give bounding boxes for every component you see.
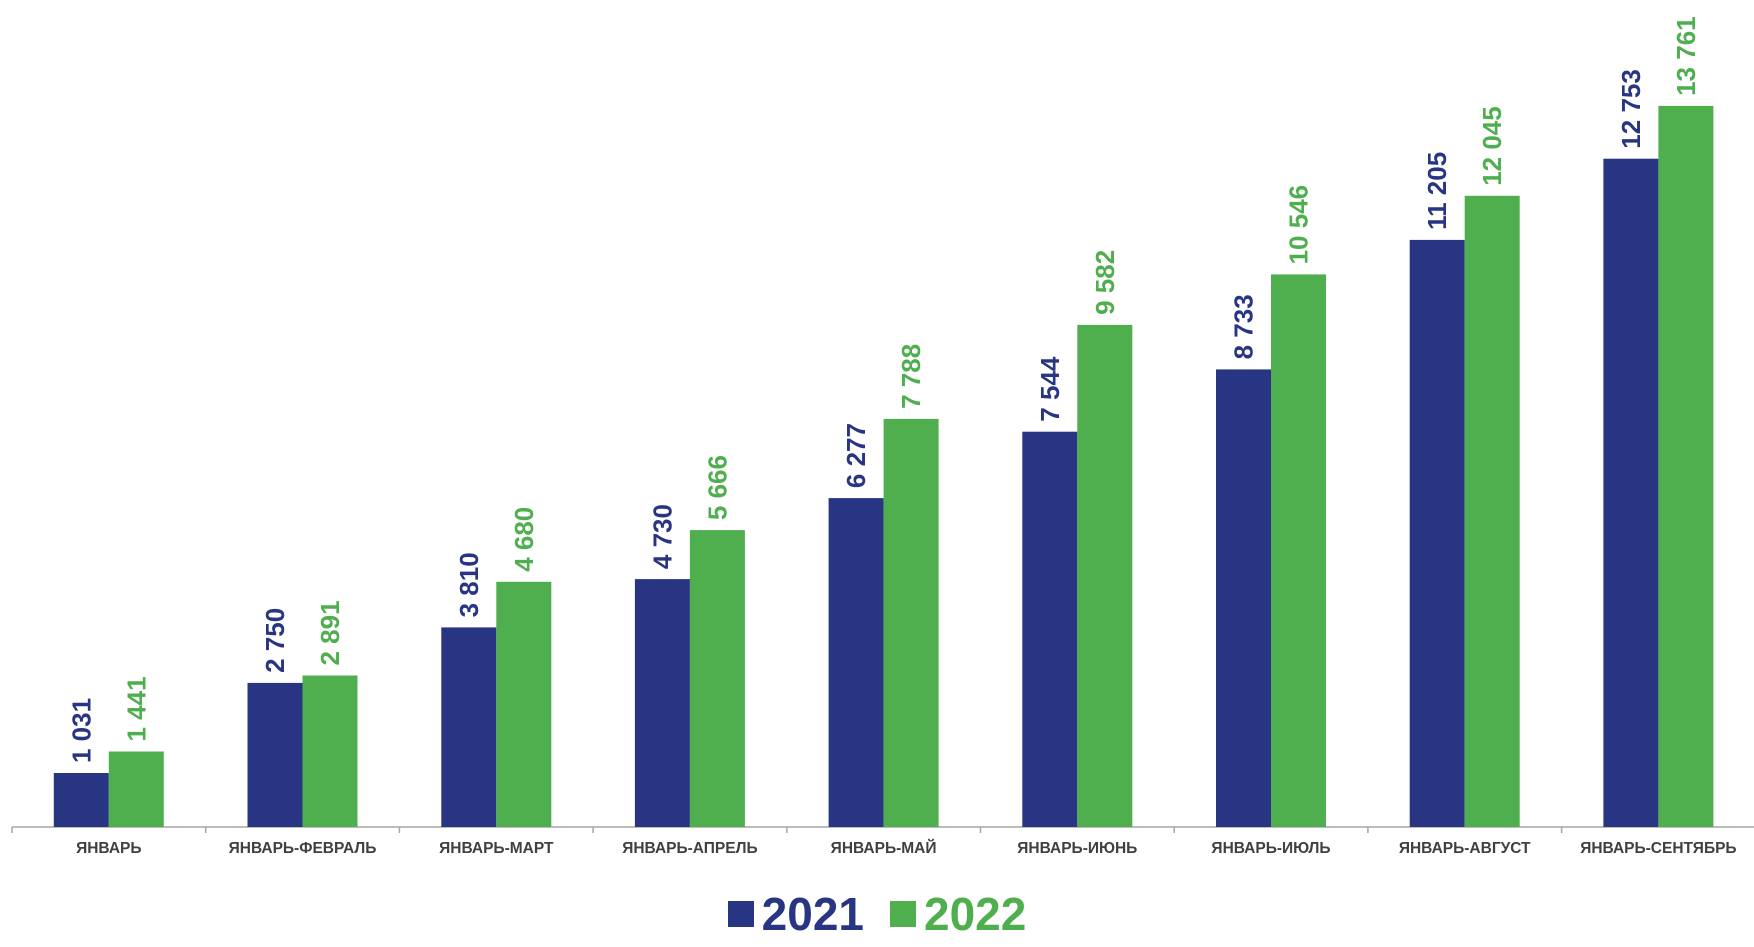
bar-2021-8 [1409, 239, 1465, 827]
bar-2022-2 [302, 675, 358, 827]
category-label-5: ЯНВАРЬ-МАЙ [831, 839, 937, 857]
bar-2022-9 [1658, 105, 1714, 827]
category-label-7: ЯНВАРЬ-ИЮЛЬ [1211, 840, 1330, 857]
bar-2021-5 [828, 498, 884, 827]
value-label-2022-8: 12 045 [1477, 106, 1507, 186]
value-label-2021-1: 1 031 [66, 698, 96, 763]
category-labels-group: ЯНВАРЬ ЯНВАРЬ-ФЕВРАЛЬ ЯНВАРЬ-МАРТ ЯНВАРЬ-АП… [76, 839, 1736, 857]
legend-swatch-2022 [890, 900, 916, 927]
category-label-4: ЯНВАРЬ-АПРЕЛЬ [622, 840, 757, 857]
value-label-2021-5: 6 277 [841, 423, 871, 488]
value-label-2022-7: 10 546 [1284, 185, 1314, 265]
legend-item-2022: 2022 [890, 891, 1026, 937]
bar-2022-6 [1077, 324, 1133, 827]
legend-swatch-2021 [727, 900, 754, 927]
bar-2021-4 [634, 579, 690, 827]
bar-2021-1 [53, 773, 109, 827]
bars-group [53, 105, 1714, 828]
bar-2021-9 [1603, 158, 1659, 827]
legend-label-2022: 2022 [924, 887, 1027, 940]
value-label-2021-7: 8 733 [1229, 294, 1259, 359]
legend-item-2021: 2021 [727, 887, 864, 940]
bar-2021-3 [441, 627, 497, 827]
bar-2021-6 [1022, 431, 1078, 827]
value-label-2022-1: 1 441 [121, 676, 151, 741]
legend: 2021 2022 [0, 880, 1754, 947]
bar-2022-5 [883, 418, 939, 827]
bar-2022-4 [689, 530, 745, 827]
category-label-1: ЯНВАРЬ [76, 840, 141, 857]
value-label-2021-8: 11 205 [1422, 152, 1452, 230]
category-label-2: ЯНВАРЬ-ФЕВРАЛЬ [229, 840, 377, 857]
legend-label-2021: 2021 [761, 887, 864, 940]
bar-2022-7 [1271, 274, 1326, 827]
value-label-2021-6: 7 544 [1035, 356, 1065, 422]
bar-2022-1 [108, 751, 164, 827]
value-label-2021-9: 12 753 [1616, 69, 1646, 149]
bar-2021-2 [247, 682, 303, 827]
value-label-2022-2: 2 891 [315, 600, 345, 665]
category-label-6: ЯНВАРЬ-ИЮНЬ [1017, 840, 1137, 857]
category-label-9: ЯНВАРЬ-СЕНТЯБРЬ [1580, 840, 1736, 857]
bar-2021-7 [1216, 369, 1271, 827]
category-label-3: ЯНВАРЬ-МАРТ [439, 840, 554, 857]
value-label-2022-5: 7 788 [896, 344, 926, 409]
value-label-2021-2: 2 750 [260, 608, 290, 673]
value-label-2022-6: 9 582 [1090, 250, 1120, 315]
value-label-2022-3: 4 680 [509, 507, 539, 572]
value-label-2021-3: 3 810 [454, 552, 484, 617]
value-label-2022-9: 13 761 [1671, 16, 1701, 96]
x-axis-ticks [11, 827, 1563, 833]
value-labels-group: 1 031 1 441 2 750 2 891 3 810 4 680 4 730 5 666… [66, 16, 1701, 763]
value-label-2021-4: 4 730 [647, 504, 677, 569]
value-label-2022-4: 5 666 [702, 455, 732, 520]
category-label-8: ЯНВАРЬ-АВГУСТ [1399, 840, 1531, 857]
bar-2022-8 [1464, 195, 1520, 828]
bar-2022-3 [496, 581, 552, 827]
